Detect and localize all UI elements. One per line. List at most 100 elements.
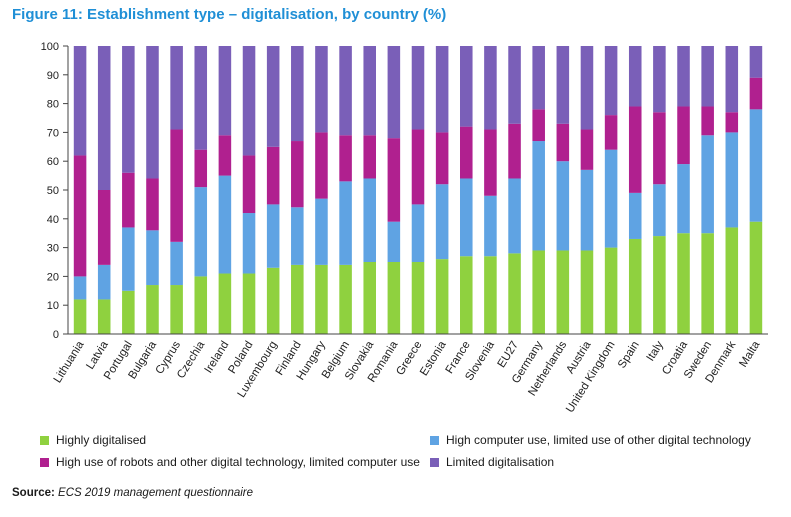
x-axis: LithuaniaLatviaPortugalBulgariaCyprusCze…	[52, 333, 768, 415]
legend-swatch	[430, 457, 439, 467]
bar-segment	[339, 181, 352, 265]
legend-item-limited-digitalisation: Limited digitalisation	[430, 455, 554, 469]
legend-label: High computer use, limited use of other …	[446, 433, 751, 447]
bar-segment	[653, 112, 666, 185]
y-tick-label: 70	[47, 127, 59, 139]
bar-segment	[435, 184, 449, 260]
bar-segment	[387, 262, 401, 334]
bar-segment	[604, 247, 618, 334]
legend-label: Limited digitalisation	[446, 455, 555, 469]
x-tick-label: Spain	[616, 339, 642, 370]
bar-segment	[194, 276, 208, 334]
x-tick-label: United Kingdom	[564, 339, 618, 415]
bar-segment	[725, 227, 739, 334]
bar-segment	[315, 264, 328, 334]
bar-segment	[218, 273, 232, 334]
bar-segment	[580, 169, 594, 251]
bar-segment	[363, 178, 376, 262]
bar-segment	[604, 46, 618, 116]
bar-segment	[97, 190, 111, 265]
bar-segment	[73, 46, 87, 156]
y-axis: 0 10 20 30 40 50 60 70 80 90 100	[41, 41, 69, 341]
bar-segment	[701, 135, 714, 234]
bar-segment	[435, 46, 449, 133]
bar-segment	[363, 46, 376, 136]
bar-segment	[411, 46, 425, 130]
bar-segment	[677, 233, 690, 334]
legend-item-highly-digitalised: Highly digitalised	[40, 433, 146, 447]
bar-segment	[339, 46, 352, 136]
bar-segment	[725, 46, 739, 113]
bar-segment	[580, 129, 594, 170]
legend-item-high-computer-use: High computer use, limited use of other …	[430, 433, 751, 447]
legend-swatch	[40, 457, 49, 467]
bar-segment	[242, 273, 256, 334]
bar-segment	[266, 204, 280, 268]
bar-segment	[73, 155, 87, 277]
bar-segment	[653, 46, 666, 113]
bar-segment	[556, 250, 570, 334]
bar-segment	[701, 233, 714, 334]
y-tick-label: 0	[53, 329, 59, 341]
bar-segment	[242, 213, 256, 274]
bar-segment	[532, 109, 545, 142]
bar-segment	[484, 129, 497, 196]
bar-segment	[97, 299, 111, 334]
bar-segment	[194, 187, 208, 277]
bar-segment	[508, 253, 521, 334]
y-tick-label: 40	[47, 214, 59, 226]
bar-segment	[97, 264, 111, 300]
figure-title: Figure 11: Establishment type – digitali…	[12, 6, 447, 23]
bar-segment	[580, 46, 594, 130]
y-tick-label: 20	[47, 271, 59, 283]
bar-segment	[725, 132, 739, 228]
bar-segment	[242, 155, 256, 214]
bar-segment	[122, 227, 135, 291]
bar-segment	[194, 46, 208, 150]
bar-segment	[170, 241, 183, 286]
y-tick-label: 10	[47, 300, 59, 312]
bar-segment	[460, 126, 473, 179]
bar-segment	[146, 230, 159, 286]
bar-segment	[218, 175, 232, 274]
bar-segment	[291, 264, 304, 334]
bar-segment	[339, 135, 352, 182]
bar-segment	[146, 46, 159, 179]
bar-segment	[97, 46, 111, 190]
bar-segment	[725, 112, 739, 133]
bar-segment	[580, 250, 594, 334]
bar-series-group	[73, 46, 763, 334]
bar-segment	[653, 184, 666, 237]
bar-segment	[315, 132, 328, 199]
x-tick-label: EU27	[496, 339, 521, 370]
bar-segment	[677, 106, 690, 165]
bar-segment	[749, 77, 763, 110]
bar-segment	[411, 204, 425, 262]
bar-segment	[532, 250, 545, 334]
y-tick-label: 90	[47, 70, 59, 82]
bar-segment	[484, 46, 497, 130]
bar-segment	[556, 123, 570, 162]
bar-segment	[122, 172, 135, 228]
bar-segment	[266, 146, 280, 205]
bar-segment	[556, 46, 570, 124]
y-tick-label: 60	[47, 156, 59, 168]
source-label: Source:	[12, 487, 55, 499]
bar-segment	[701, 46, 714, 107]
bar-segment	[122, 46, 135, 173]
bar-segment	[460, 46, 473, 127]
bar-segment	[291, 207, 304, 265]
y-tick-label: 100	[41, 41, 59, 53]
bar-segment	[339, 264, 352, 334]
bar-segment	[604, 149, 618, 248]
bar-segment	[460, 256, 473, 334]
bar-segment	[291, 141, 304, 208]
bar-segment	[435, 132, 449, 185]
bar-segment	[484, 256, 497, 334]
bar-segment	[677, 164, 690, 234]
bar-segment	[170, 285, 183, 334]
bar-segment	[749, 221, 763, 334]
bar-segment	[146, 178, 159, 231]
bar-segment	[460, 178, 473, 257]
bar-segment	[170, 129, 183, 242]
